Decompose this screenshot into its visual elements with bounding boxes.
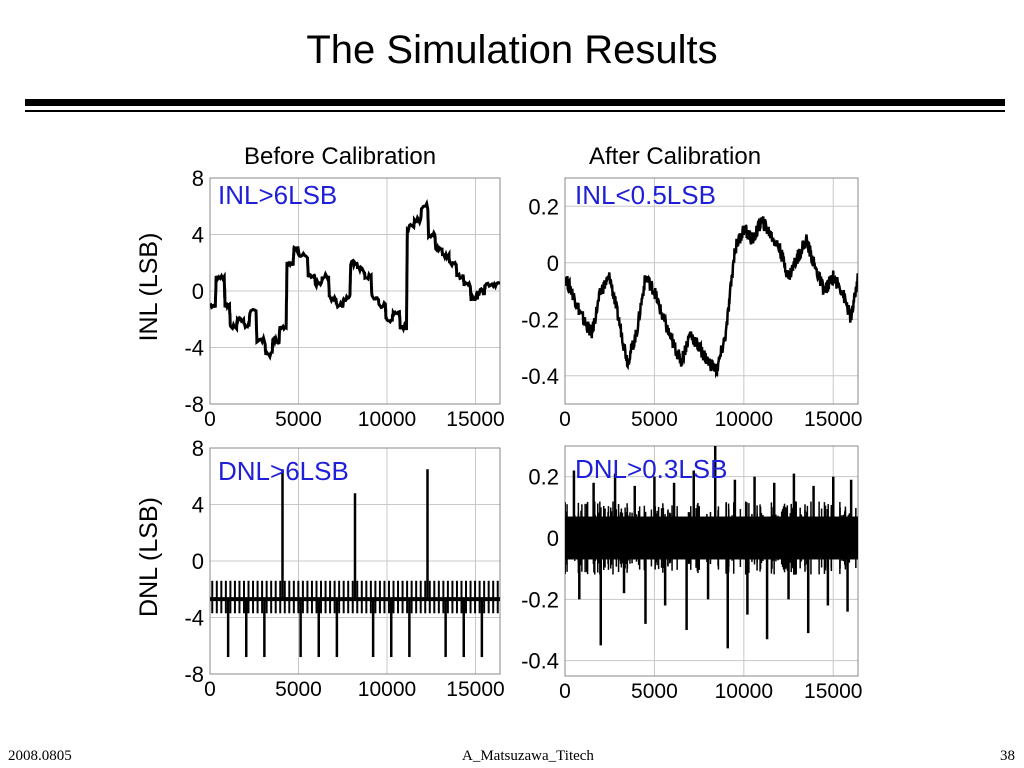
y-tick-label: -4	[184, 336, 204, 361]
y-tick-label: 0	[192, 549, 204, 574]
plot-frame	[209, 177, 501, 405]
y-tick-label: -0.2	[521, 587, 559, 612]
y-tick-label: -4	[184, 606, 204, 631]
x-tick-label: 10000	[715, 680, 773, 703]
y-tick-label: 0.2	[528, 194, 559, 219]
plot-frame	[564, 177, 859, 405]
x-tick-label: 15000	[804, 408, 862, 431]
x-tick-label: 0	[559, 680, 571, 703]
annotation-label: INL>6LSB	[218, 180, 337, 210]
row-label-inl: INL (LSB)	[135, 232, 163, 342]
x-tick-label: 15000	[804, 680, 862, 703]
y-tick-label: 0	[192, 279, 204, 304]
title-rule-thin	[25, 110, 1005, 112]
y-tick-label: -0.4	[521, 649, 559, 674]
x-tick-label: 0	[559, 408, 571, 431]
footer-author: A_Matsuzawa_Titech	[462, 748, 594, 764]
y-tick-label: -8	[184, 662, 204, 687]
y-tick-label: 8	[192, 436, 204, 461]
slide-title: The Simulation Results	[306, 28, 718, 72]
inl-trace	[210, 198, 500, 361]
y-tick-label: -0.4	[521, 364, 559, 389]
inl-trace	[565, 216, 858, 379]
dnl-trace	[565, 446, 858, 649]
y-tick-label: 0.2	[528, 465, 559, 490]
x-tick-label: 5000	[275, 678, 322, 701]
y-tick-label: 0	[547, 526, 559, 551]
x-tick-label: 0	[204, 678, 216, 701]
plot-frame	[209, 447, 501, 675]
x-tick-label: 0	[204, 408, 216, 431]
x-tick-label: 15000	[446, 408, 504, 431]
annotation-label: DNL>6LSB	[218, 456, 349, 486]
row-label-dnl: DNL (LSB)	[135, 497, 163, 617]
y-tick-label: -0.2	[521, 307, 559, 332]
y-tick-label: 0	[547, 251, 559, 276]
x-tick-label: 5000	[631, 680, 678, 703]
y-tick-label: 4	[192, 493, 204, 518]
x-tick-label: 5000	[275, 408, 322, 431]
x-tick-label: 15000	[446, 678, 504, 701]
x-tick-label: 10000	[715, 408, 773, 431]
x-tick-label: 5000	[631, 408, 678, 431]
title-rule-thick	[25, 99, 1005, 106]
y-tick-label: -8	[184, 392, 204, 417]
column-header-before: Before Calibration	[244, 143, 437, 170]
x-tick-label: 10000	[358, 678, 416, 701]
annotation-label: DNL>0.3LSB	[575, 454, 727, 484]
y-tick-label: 4	[192, 223, 204, 248]
column-header-after: After Calibration	[589, 143, 762, 170]
footer-date: 2008.0805	[8, 748, 72, 764]
annotation-label: INL<0.5LSB	[575, 180, 716, 210]
x-tick-label: 10000	[358, 408, 416, 431]
footer-page-number: 38	[1000, 748, 1015, 764]
dnl-trace	[210, 469, 500, 658]
y-tick-label: 8	[192, 168, 204, 191]
